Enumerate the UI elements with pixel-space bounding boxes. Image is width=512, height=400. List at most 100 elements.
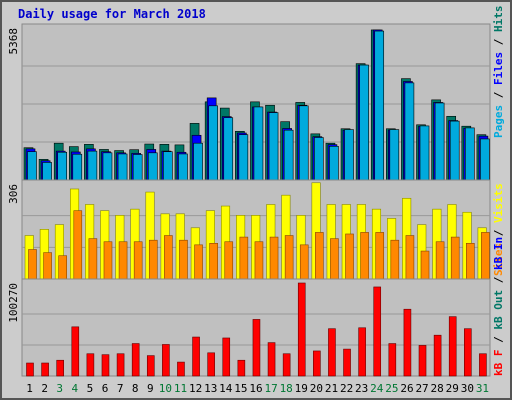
kbytes-bar-day-28 — [433, 334, 442, 377]
pages-bar-day-28 — [434, 102, 445, 181]
legend-entry: / — [492, 85, 505, 105]
x-tick-label-11: 11 — [174, 382, 187, 395]
pages-bar-day-15 — [238, 134, 249, 181]
sites-bar-day-25 — [390, 239, 400, 280]
sites-bar-day-18 — [284, 235, 294, 280]
kbytes-bar-day-12 — [192, 336, 200, 377]
sites-bar-day-1 — [28, 249, 37, 280]
kbytes-bar-day-22 — [343, 348, 351, 377]
kbytes-bar-day-19 — [297, 282, 306, 377]
x-tick-label-9: 9 — [147, 382, 154, 395]
kbytes-bar-day-10 — [162, 344, 170, 377]
pages-bar-day-18 — [283, 129, 294, 181]
kbytes-bar-day-5 — [86, 353, 95, 377]
legend-entry: / — [492, 32, 505, 52]
sites-bar-day-20 — [315, 232, 324, 280]
sites-bar-day-17 — [269, 236, 279, 280]
x-tick-label-8: 8 — [132, 382, 139, 395]
pages-bar-day-20 — [314, 137, 324, 181]
kbytes-bar-day-8 — [131, 343, 140, 377]
pages-bar-day-16 — [253, 106, 264, 181]
pages-bar-day-21 — [329, 146, 339, 181]
kbytes-bar-day-7 — [116, 353, 125, 377]
x-tick-label-2: 2 — [41, 382, 48, 395]
kbytes-bar-day-17 — [267, 342, 276, 377]
sites-bar-day-3 — [58, 255, 67, 280]
x-tick-label-13: 13 — [204, 382, 217, 395]
x-tick-label-22: 22 — [340, 382, 353, 395]
kbytes-bar-day-9 — [146, 355, 155, 377]
sites-bar-day-4 — [73, 210, 83, 280]
kbytes-bar-day-15 — [237, 359, 246, 377]
kbytes-bar-day-1 — [26, 362, 34, 377]
x-tick-label-7: 7 — [117, 382, 124, 395]
sites-bar-day-8 — [133, 241, 143, 280]
pages-bar-day-17 — [268, 112, 279, 181]
kbytes-bar-day-24 — [373, 286, 382, 377]
sites-bar-day-26 — [405, 235, 415, 280]
panel-middle-axis-max-label: 306 — [7, 184, 20, 204]
panel-bottom-legend: kB F / kB Out / kB In — [492, 237, 505, 376]
panel-middle-legend: Sites / Visits — [492, 183, 505, 276]
kbytes-bar-day-18 — [282, 353, 291, 377]
kbytes-bar-day-26 — [403, 308, 412, 377]
legend-entry: Hits — [492, 6, 505, 33]
pages-bar-day-26 — [404, 82, 415, 181]
kbytes-bar-day-13 — [207, 352, 215, 377]
pages-bar-day-25 — [389, 129, 400, 181]
sites-bar-day-6 — [103, 241, 113, 280]
x-tick-label-23: 23 — [355, 382, 368, 395]
legend-entry: / — [492, 270, 505, 290]
panel-bottom-axis-max-label: 100270 — [7, 283, 20, 323]
pages-bar-day-30 — [465, 127, 475, 181]
sites-bar-day-28 — [435, 241, 445, 280]
kbytes-bar-day-3 — [56, 359, 64, 377]
pages-bar-day-8 — [132, 154, 143, 181]
panel-top-legend: Pages / Files / Hits — [492, 6, 505, 139]
legend-entry: kB F — [492, 350, 505, 377]
x-tick-label-3: 3 — [56, 382, 63, 395]
sites-bar-day-19 — [299, 244, 309, 280]
sites-bar-day-22 — [345, 233, 354, 280]
kbytes-bar-day-16 — [252, 319, 261, 377]
pages-bar-day-1 — [27, 151, 37, 181]
legend-entry: Sites — [492, 243, 505, 276]
pages-bar-day-7 — [117, 153, 128, 181]
x-tick-label-17: 17 — [264, 382, 277, 395]
legend-entry: Pages — [492, 105, 505, 138]
pages-bar-day-24 — [374, 30, 385, 181]
panel-top-axis-max-label: 5368 — [7, 28, 20, 55]
pages-bar-day-22 — [344, 129, 354, 181]
pages-bar-day-5 — [87, 150, 98, 181]
kbytes-bar-day-11 — [177, 361, 185, 377]
kbytes-bar-day-2 — [41, 362, 49, 377]
sites-bar-day-11 — [179, 239, 188, 280]
x-tick-label-14: 14 — [219, 382, 233, 395]
sites-bar-day-13 — [209, 242, 218, 280]
pages-bar-day-14 — [223, 117, 234, 181]
sites-bar-day-24 — [375, 232, 385, 280]
sites-bar-day-31 — [481, 232, 490, 280]
chart-title: Daily usage for March 2018 — [18, 7, 206, 21]
legend-entry: kB Out — [492, 290, 505, 330]
x-tick-label-10: 10 — [159, 382, 172, 395]
kbytes-bar-day-6 — [101, 354, 110, 377]
legend-entry: Visits — [492, 183, 505, 223]
pages-bar-day-6 — [102, 152, 113, 181]
kbytes-bar-day-25 — [388, 343, 397, 377]
kbytes-bar-day-30 — [464, 328, 472, 377]
legend-entry: kB In — [492, 237, 505, 270]
kbytes-bar-day-14 — [222, 337, 231, 377]
sites-bar-day-5 — [88, 238, 98, 280]
x-tick-label-31: 31 — [476, 382, 489, 395]
x-tick-label-26: 26 — [400, 382, 413, 395]
x-tick-label-1: 1 — [26, 382, 33, 395]
sites-bar-day-30 — [466, 242, 475, 280]
sites-bar-day-27 — [420, 250, 430, 280]
kbytes-bar-day-29 — [448, 316, 457, 377]
sites-bar-day-2 — [43, 252, 52, 280]
pages-bar-day-10 — [163, 151, 173, 181]
pages-bar-day-13 — [208, 105, 218, 181]
kbytes-bar-day-4 — [71, 326, 80, 377]
x-tick-label-16: 16 — [249, 382, 262, 395]
